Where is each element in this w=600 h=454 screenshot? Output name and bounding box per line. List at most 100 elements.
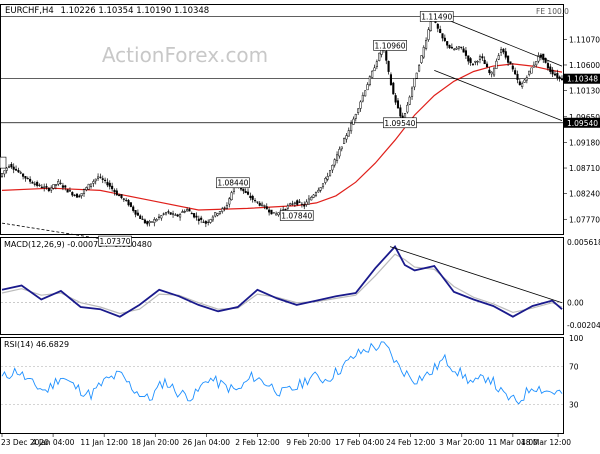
rsi-tick-label: 100: [569, 334, 584, 343]
candle-body: [333, 159, 336, 166]
price-layer: 1.11490 1.10960 1.09540 1.08440 1.07840 1.073…: [0, 11, 564, 247]
rsi-layer: 100 70 30: [1, 334, 584, 410]
candle-body: [446, 41, 449, 46]
candle-body: [532, 64, 535, 68]
candle-body: [111, 185, 114, 190]
time-tick-label: 11 Mar 04:00: [488, 438, 538, 447]
candle-body: [514, 70, 517, 75]
support-price-box: [564, 117, 600, 128]
candle-body: [155, 219, 158, 222]
candle-body: [338, 148, 341, 157]
candle-body: [246, 191, 250, 195]
candle-body: [300, 203, 303, 205]
candle-body: [415, 72, 418, 79]
candle-body: [174, 214, 177, 216]
current-price-label: 1.10348: [567, 75, 598, 84]
candle-body: [136, 212, 139, 216]
candle-body: [216, 213, 219, 216]
macd-title: MACD(12,26,9) -0.000794 -0.000480: [4, 240, 152, 249]
candle-body: [373, 67, 376, 72]
time-tick-label: 17 Feb 04:00: [335, 438, 384, 447]
candle-body: [122, 198, 125, 200]
candle-body: [385, 51, 388, 61]
candle-body: [61, 185, 64, 188]
macd-signal-line: [1, 253, 563, 315]
candle-body: [314, 192, 318, 196]
candle-body: [64, 185, 67, 188]
candle-body: [425, 40, 428, 49]
candle-body: [106, 181, 109, 186]
candle-body: [443, 37, 446, 42]
candle-body: [195, 215, 198, 218]
candle-body: [507, 55, 510, 63]
candle-body: [125, 199, 128, 201]
candle-body: [328, 170, 332, 177]
candle-body: [52, 184, 55, 189]
candle-body: [326, 176, 329, 180]
candle-body: [408, 96, 411, 105]
candle-body: [167, 211, 170, 213]
candle-body: [40, 186, 43, 189]
candle-body: [164, 212, 168, 215]
time-tick-label: 18 Jan 20:00: [132, 438, 180, 447]
candle-body: [258, 202, 261, 206]
candle-body: [471, 63, 475, 65]
candle-body: [108, 182, 111, 187]
candle-body: [129, 202, 132, 207]
candle-body: [436, 23, 439, 29]
candle-body: [99, 176, 102, 178]
support-price-label: 1.09540: [567, 119, 598, 128]
candle-body: [284, 208, 287, 211]
candle-body: [485, 63, 489, 68]
candle-body: [448, 44, 451, 48]
time-tick-label: 24 Feb 12:00: [386, 438, 435, 447]
candle-body: [331, 164, 334, 171]
ohlc-values: 1.10226 1.10354 1.10190 1.10348: [61, 6, 210, 16]
candle-body: [89, 183, 93, 187]
candle-body: [19, 172, 22, 174]
candle-body: [542, 53, 545, 60]
candle-body: [464, 50, 467, 56]
candle-body: [10, 163, 13, 168]
candle-body: [389, 74, 393, 85]
candle-body: [352, 118, 355, 125]
candle-body: [0, 173, 4, 178]
price-label: 1.07370: [99, 237, 130, 246]
dashed-support-line: [1, 222, 116, 242]
macd-tick-label: 0.005618: [567, 238, 600, 247]
candle-body: [169, 212, 172, 215]
candle-body: [422, 47, 425, 58]
candle-body: [457, 46, 460, 49]
candle-body: [143, 219, 146, 224]
candle-body: [528, 70, 531, 75]
time-tick-label: 4 Jan 04:00: [32, 438, 75, 447]
price-label-box: [383, 117, 417, 129]
price-label: 1.07840: [281, 211, 312, 220]
channel-upper-line: [439, 16, 563, 67]
candle-body: [429, 21, 432, 31]
candle-body: [160, 215, 163, 219]
candle-body: [92, 181, 95, 184]
candle-body: [560, 78, 564, 81]
candle-body: [406, 104, 409, 113]
candle-body: [418, 65, 421, 72]
candle-body: [80, 193, 83, 197]
candle-body: [410, 87, 414, 97]
candle-body: [193, 213, 196, 218]
candle-body: [47, 188, 50, 192]
candle-body: [303, 204, 306, 207]
candle-body: [228, 198, 231, 205]
candle-body: [293, 202, 296, 204]
channel-lower-line: [434, 70, 563, 121]
candle-body: [59, 182, 62, 184]
fe-label: FE 100.0: [536, 7, 569, 16]
candle-body: [546, 63, 549, 69]
candle-body: [439, 28, 442, 33]
candle-body: [371, 70, 374, 78]
candle-body: [476, 60, 479, 63]
candle-body: [211, 216, 214, 221]
time-tick-label: 18 Mar 12:00: [521, 438, 571, 447]
candle-body: [345, 135, 348, 140]
candle-body: [364, 90, 367, 97]
price-tick-label: 1.09180: [569, 138, 600, 147]
